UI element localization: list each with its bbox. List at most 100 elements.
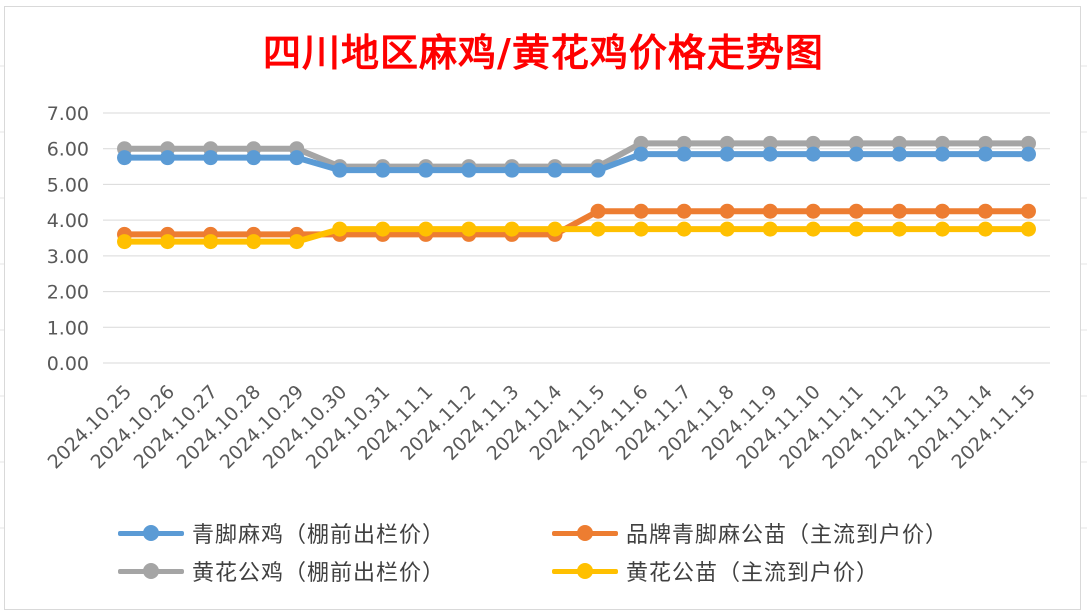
- data-point[interactable]: [848, 146, 864, 162]
- data-point[interactable]: [719, 221, 735, 237]
- data-point[interactable]: [977, 146, 993, 162]
- data-point[interactable]: [461, 221, 477, 237]
- legend-item-qingjiao-maji[interactable]: 青脚麻鸡（棚前出栏价）: [118, 516, 445, 550]
- data-point[interactable]: [891, 221, 907, 237]
- data-point[interactable]: [891, 203, 907, 219]
- legend-item-huanghua-chick[interactable]: 黄花公苗（主流到户价）: [552, 554, 879, 588]
- data-point[interactable]: [805, 221, 821, 237]
- series-line: [124, 140, 1029, 170]
- data-point[interactable]: [848, 135, 864, 151]
- data-point[interactable]: [848, 203, 864, 219]
- series-lines: [117, 135, 1036, 250]
- data-point[interactable]: [676, 203, 692, 219]
- y-tick-label: 4.00: [47, 210, 89, 232]
- data-point[interactable]: [461, 162, 477, 178]
- data-point[interactable]: [762, 221, 778, 237]
- series-1: [117, 146, 1036, 178]
- series-line: [124, 208, 1029, 238]
- y-tick-label: 1.00: [47, 317, 89, 339]
- data-point[interactable]: [246, 150, 262, 166]
- y-tick-label: 7.00: [47, 103, 89, 125]
- legend-label: 品牌青脚麻公苗（主流到户价）: [626, 523, 949, 548]
- data-point[interactable]: [375, 221, 391, 237]
- data-point[interactable]: [203, 150, 219, 166]
- data-point[interactable]: [719, 203, 735, 219]
- y-tick-label: 0.00: [47, 353, 89, 375]
- data-point[interactable]: [633, 135, 649, 151]
- series-3: [117, 221, 1036, 250]
- data-point[interactable]: [160, 234, 176, 250]
- x-axis-ticks: 2024.10.252024.10.262024.10.272024.10.28…: [44, 381, 1040, 473]
- data-point[interactable]: [805, 203, 821, 219]
- chart-title: 四川地区麻鸡/黄花鸡价格走势图: [263, 30, 824, 75]
- chart-frame: [4, 6, 1081, 610]
- data-point[interactable]: [977, 135, 993, 151]
- data-point[interactable]: [719, 146, 735, 162]
- data-point[interactable]: [117, 150, 133, 166]
- y-tick-label: 5.00: [47, 174, 89, 196]
- data-point[interactable]: [1020, 135, 1036, 151]
- data-point[interactable]: [418, 162, 434, 178]
- data-point[interactable]: [676, 221, 692, 237]
- data-point[interactable]: [547, 221, 563, 237]
- legend-marker: [577, 525, 593, 541]
- y-tick-label: 6.00: [47, 139, 89, 161]
- legend-marker: [143, 525, 159, 541]
- legend-label: 黄花公鸡（棚前出栏价）: [192, 561, 446, 586]
- data-point[interactable]: [934, 203, 950, 219]
- data-point[interactable]: [332, 221, 348, 237]
- legend: 青脚麻鸡（棚前出栏价） 品牌青脚麻公苗（主流到户价） 黄花公鸡（棚前出栏价） 黄…: [0, 512, 1087, 596]
- data-point[interactable]: [332, 162, 348, 178]
- data-point[interactable]: [934, 146, 950, 162]
- data-point[interactable]: [676, 135, 692, 151]
- data-point[interactable]: [418, 221, 434, 237]
- data-point[interactable]: [504, 221, 520, 237]
- data-point[interactable]: [633, 146, 649, 162]
- data-point[interactable]: [590, 221, 606, 237]
- data-point[interactable]: [805, 135, 821, 151]
- data-point[interactable]: [805, 146, 821, 162]
- data-point[interactable]: [1020, 203, 1036, 219]
- y-axis-ticks: 0.00 1.00 2.00 3.00 4.00 5.00 6.00 7.00: [47, 103, 89, 375]
- legend-swatch-gray: [118, 558, 184, 584]
- legend-swatch-orange: [552, 520, 618, 546]
- data-point[interactable]: [1020, 221, 1036, 237]
- series-line: [124, 226, 1029, 245]
- data-point[interactable]: [117, 234, 133, 250]
- legend-label: 黄花公苗（主流到户价）: [626, 561, 880, 586]
- data-point[interactable]: [289, 150, 305, 166]
- data-point[interactable]: [633, 203, 649, 219]
- data-point[interactable]: [977, 203, 993, 219]
- data-point[interactable]: [762, 146, 778, 162]
- legend-swatch-blue: [118, 520, 184, 546]
- data-point[interactable]: [203, 234, 219, 250]
- data-point[interactable]: [160, 150, 176, 166]
- data-point[interactable]: [719, 135, 735, 151]
- data-point[interactable]: [762, 135, 778, 151]
- data-point[interactable]: [977, 221, 993, 237]
- legend-marker: [577, 563, 593, 579]
- data-point[interactable]: [590, 203, 606, 219]
- data-point[interactable]: [289, 234, 305, 250]
- data-point[interactable]: [504, 162, 520, 178]
- legend-marker: [143, 563, 159, 579]
- legend-item-huanghua-rooster[interactable]: 黄花公鸡（棚前出栏价）: [118, 554, 445, 588]
- data-point[interactable]: [848, 221, 864, 237]
- data-point[interactable]: [676, 146, 692, 162]
- data-point[interactable]: [934, 135, 950, 151]
- data-point[interactable]: [246, 234, 262, 250]
- data-point[interactable]: [1020, 146, 1036, 162]
- data-point[interactable]: [633, 221, 649, 237]
- data-point[interactable]: [891, 146, 907, 162]
- y-tick-label: 2.00: [47, 282, 89, 304]
- legend-item-brand-qingjiao-chick[interactable]: 品牌青脚麻公苗（主流到户价）: [552, 516, 948, 550]
- data-point[interactable]: [762, 203, 778, 219]
- data-point[interactable]: [590, 162, 606, 178]
- data-point[interactable]: [375, 162, 391, 178]
- data-point[interactable]: [934, 221, 950, 237]
- series-line: [124, 151, 1029, 174]
- legend-label: 青脚麻鸡（棚前出栏价）: [192, 523, 446, 548]
- data-point[interactable]: [547, 162, 563, 178]
- data-point[interactable]: [891, 135, 907, 151]
